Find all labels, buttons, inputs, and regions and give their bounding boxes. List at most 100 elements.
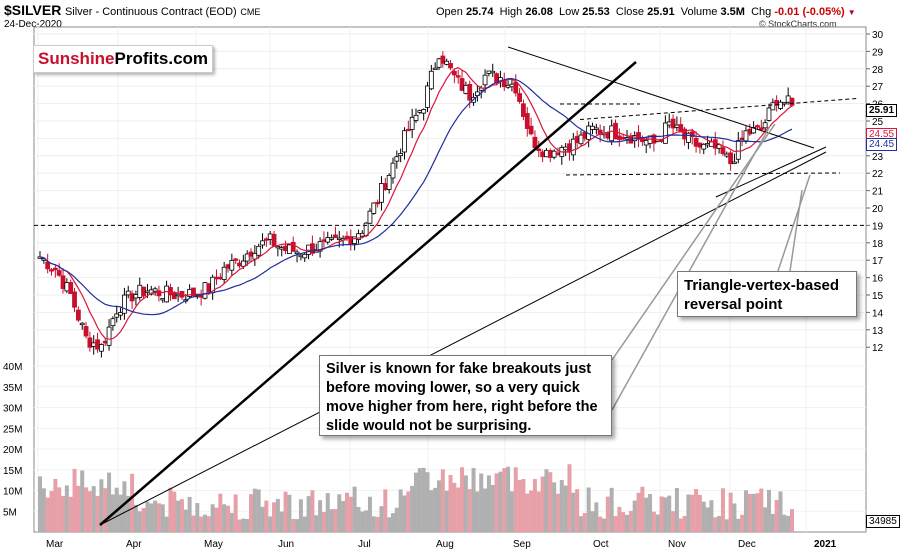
volume-bar xyxy=(667,495,672,532)
instrument-name: Silver - Continuous Contract (EOD) xyxy=(64,6,237,18)
trendlines xyxy=(34,46,866,526)
x-tick-label: Dec xyxy=(738,539,756,550)
candle-body xyxy=(570,138,576,156)
volume-bar xyxy=(344,492,349,532)
volume-bar xyxy=(709,500,714,532)
volume-bar xyxy=(617,506,622,532)
candle-body xyxy=(540,151,546,158)
candle-body xyxy=(229,260,235,271)
candle-body xyxy=(83,326,89,337)
volume-tick-label: 20M xyxy=(3,445,22,456)
candle-body xyxy=(751,127,757,134)
volume-bar xyxy=(126,495,131,532)
volume-bar xyxy=(38,476,42,532)
volume-bar xyxy=(387,517,392,532)
candle-body xyxy=(175,293,181,297)
volume-bar xyxy=(268,516,273,532)
annotation-reversal-point: Triangle-vertex-based reversal point xyxy=(677,271,857,317)
chart-date: 24-Dec-2020 xyxy=(4,19,62,30)
volume-bar xyxy=(202,514,207,532)
candle-body xyxy=(762,122,768,129)
candle-body xyxy=(413,114,419,121)
high-label: High xyxy=(499,6,523,18)
volume-bar xyxy=(786,515,791,532)
candle-body xyxy=(160,298,166,301)
candle-body xyxy=(724,153,730,157)
volume-bar xyxy=(133,504,138,532)
volume-bar xyxy=(582,513,587,532)
exchange: CME xyxy=(240,7,261,17)
volume-bar xyxy=(759,488,764,532)
candle-body xyxy=(367,210,373,224)
volume-bar xyxy=(414,472,418,532)
x-tick-label: Mar xyxy=(46,539,64,550)
volume-bar xyxy=(586,487,591,532)
candle-body xyxy=(191,287,196,296)
candle-body xyxy=(709,141,714,147)
volume-bar xyxy=(609,487,614,532)
candle-body xyxy=(509,83,515,88)
volume-bar xyxy=(467,489,472,532)
volume-bar xyxy=(149,503,154,532)
volume-bar xyxy=(682,516,687,532)
brand-logo: SunshineProfits.com xyxy=(33,45,213,73)
y-tick-label: 20 xyxy=(872,204,884,215)
volume-bar xyxy=(153,500,158,532)
candle-body xyxy=(237,262,242,267)
volume-bar xyxy=(298,499,303,532)
candle-body xyxy=(164,285,170,303)
candle-body xyxy=(98,344,104,352)
volume-bar xyxy=(191,515,196,532)
volume-bar xyxy=(206,516,211,532)
volume-bar xyxy=(118,494,123,532)
volume-bar xyxy=(651,511,656,532)
candle-body xyxy=(643,139,649,146)
volume-bar xyxy=(517,479,522,532)
x-tick-label: Jul xyxy=(358,539,371,550)
volume-bar xyxy=(663,497,668,532)
candle-body xyxy=(494,73,499,84)
candle-body xyxy=(428,70,434,90)
volume-bar xyxy=(95,495,100,532)
volume-bar xyxy=(260,506,265,532)
candle-body xyxy=(375,201,381,205)
volume-bar xyxy=(766,489,771,532)
volume-bar xyxy=(724,519,729,532)
logo-part2: Profits.com xyxy=(114,49,209,68)
candle-body xyxy=(448,63,453,69)
candle-body xyxy=(356,233,361,240)
volume-bar xyxy=(137,511,142,532)
volume-bar xyxy=(272,502,277,532)
volume-bar xyxy=(183,509,188,532)
volume-bar xyxy=(226,505,230,532)
candle-body xyxy=(79,322,85,326)
volume-bar xyxy=(57,487,62,532)
volume-bar xyxy=(552,482,557,532)
volume-bar xyxy=(302,516,307,532)
candle-body xyxy=(505,84,511,88)
candle-body xyxy=(371,202,377,214)
y-tick-label: 14 xyxy=(872,308,884,319)
volume-bar xyxy=(45,497,50,532)
volume-bar xyxy=(613,516,618,532)
candle-body xyxy=(110,318,116,327)
volume-bar xyxy=(790,509,794,532)
volume-bar xyxy=(555,493,560,532)
candle-body xyxy=(620,137,626,140)
volume-bar xyxy=(778,491,783,532)
x-tick-label: Oct xyxy=(593,539,609,550)
volume-bar xyxy=(502,468,507,532)
candle-body xyxy=(521,103,526,117)
volume-bar xyxy=(53,478,58,532)
volume-bar xyxy=(525,493,530,532)
volume-bar xyxy=(440,469,445,532)
volume-bar xyxy=(164,516,169,532)
candle-body xyxy=(87,337,93,348)
y-tick-label: 12 xyxy=(872,343,884,354)
candle-body xyxy=(75,309,81,321)
volume-bar xyxy=(625,514,630,532)
volume-value: 3.5M xyxy=(720,6,745,18)
candle-body xyxy=(214,276,219,280)
ma-long-tag: 24.45 xyxy=(866,138,898,151)
candle-body xyxy=(513,81,519,94)
